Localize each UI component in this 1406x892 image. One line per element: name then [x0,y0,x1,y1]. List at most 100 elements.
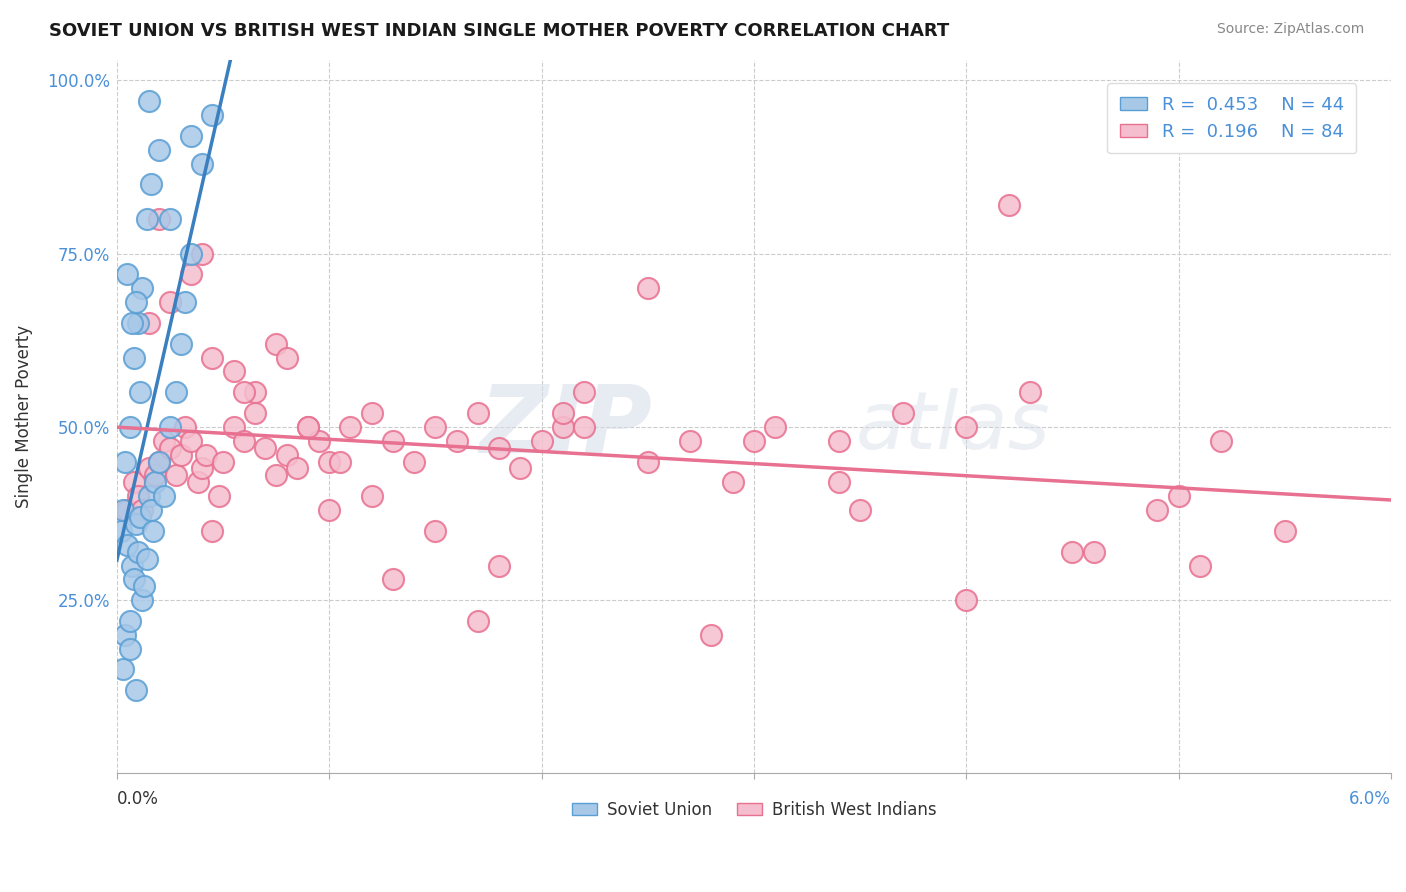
Point [148,454,170,468]
Point [308,434,330,448]
Point [1019,385,1042,400]
Point [138,489,160,503]
Point [125,683,148,698]
Point [212,454,235,468]
Point [138,94,160,108]
Point [148,143,170,157]
Point [118,641,141,656]
Point [173,420,195,434]
Point [117,503,139,517]
Point [159,420,181,434]
Point [488,441,510,455]
Point [139,178,162,192]
Point [1146,503,1168,517]
Point [201,524,224,538]
Point [122,351,145,365]
Text: SOVIET UNION VS BRITISH WEST INDIAN SINGLE MOTHER POVERTY CORRELATION CHART: SOVIET UNION VS BRITISH WEST INDIAN SING… [49,22,949,40]
Point [148,212,170,227]
Point [339,420,361,434]
Point [381,573,404,587]
Point [264,336,287,351]
Point [114,628,136,642]
Point [243,406,266,420]
Point [112,503,135,517]
Point [159,212,181,227]
Point [201,108,224,122]
Point [1083,544,1105,558]
Text: 0.0%: 0.0% [117,790,159,808]
Point [208,489,231,503]
Point [467,614,489,628]
Point [679,434,702,448]
Point [165,468,187,483]
Point [173,295,195,310]
Point [1211,434,1233,448]
Point [551,420,574,434]
Point [191,246,214,260]
Point [117,538,139,552]
Point [139,503,162,517]
Point [180,434,202,448]
Point [509,461,531,475]
Point [828,475,851,490]
Point [131,593,153,607]
Point [742,434,765,448]
Point [195,448,218,462]
Point [763,420,786,434]
Point [233,385,256,400]
Point [1062,544,1084,558]
Point [955,420,977,434]
Point [551,406,574,420]
Text: ZIP: ZIP [479,381,652,474]
Point [117,268,139,282]
Text: atlas: atlas [856,388,1050,467]
Point [222,364,245,378]
Point [1188,558,1211,573]
Point [360,406,382,420]
Point [121,316,143,330]
Point [134,579,156,593]
Point [637,281,659,295]
Point [152,489,174,503]
Point [285,461,308,475]
Point [138,316,160,330]
Point [152,434,174,448]
Point [446,434,468,448]
Point [318,454,340,468]
Point [159,295,181,310]
Point [142,524,165,538]
Point [165,385,187,400]
Point [114,454,136,468]
Point [264,468,287,483]
Point [121,558,143,573]
Point [425,524,447,538]
Point [127,489,149,503]
Point [849,503,872,517]
Point [297,420,319,434]
Point [254,441,277,455]
Point [425,420,447,434]
Point [129,510,152,524]
Point [129,385,152,400]
Point [955,593,977,607]
Point [118,420,141,434]
Point [360,489,382,503]
Point [329,454,352,468]
Point [572,420,595,434]
Point [637,454,659,468]
Point [243,385,266,400]
Point [191,461,214,475]
Point [180,128,202,143]
Point [135,212,157,227]
Point [318,503,340,517]
Point [180,268,202,282]
Point [828,434,851,448]
Point [125,295,148,310]
Text: 6.0%: 6.0% [1350,790,1391,808]
Point [276,351,298,365]
Text: Source: ZipAtlas.com: Source: ZipAtlas.com [1216,22,1364,37]
Point [488,558,510,573]
Point [276,448,298,462]
Point [169,448,191,462]
Point [404,454,426,468]
